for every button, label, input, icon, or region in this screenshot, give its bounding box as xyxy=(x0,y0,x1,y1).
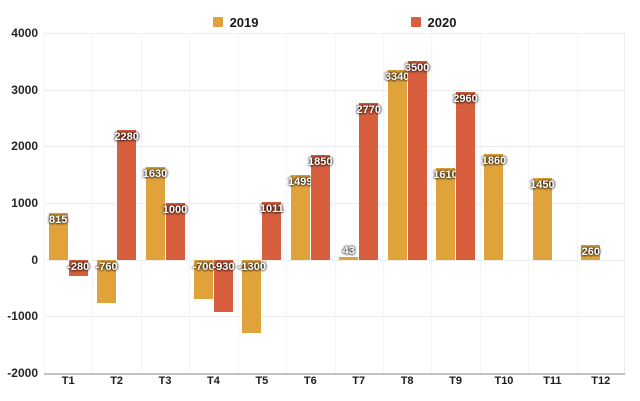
bar-2019-t3[interactable]: 1630 xyxy=(142,167,168,260)
bar-value-label: 1000 xyxy=(162,204,188,216)
bar-value-label: -760 xyxy=(95,260,118,273)
x-tick-label-t5: T5 xyxy=(255,375,269,387)
bar-value-label: 3500 xyxy=(404,62,430,75)
y-tick-label: 2000 xyxy=(11,139,38,154)
x-tick-label-t10: T10 xyxy=(494,375,514,387)
y-tick-label: 4000 xyxy=(11,26,38,40)
y-tick-label: 1000 xyxy=(11,196,38,210)
legend-label-2019: 2019 xyxy=(229,14,259,30)
bar-value-label: 2960 xyxy=(453,92,478,105)
vertical-gridline xyxy=(189,33,191,373)
bar-2019-t8[interactable]: 3340 xyxy=(384,70,410,260)
x-tick-label-t12: T12 xyxy=(591,375,611,387)
legend-swatch-2019-icon xyxy=(212,17,223,27)
bar-2019-t9[interactable]: 1610 xyxy=(433,168,458,260)
bar-2019-t10[interactable]: 1860 xyxy=(481,154,507,260)
x-tick-label-t11: T11 xyxy=(543,375,562,387)
bar-value-label: -1300 xyxy=(237,260,266,273)
legend-swatch-2020-icon xyxy=(410,17,421,27)
x-axis: T1 T2 T3 T4 T5 T6 T7 T8 T9 T10 T11 T12 xyxy=(44,375,625,391)
y-tick-label: -2000 xyxy=(7,366,38,380)
bar-2019-t5[interactable]: -1300 xyxy=(238,259,266,334)
bar-2019-t11[interactable]: 1450 xyxy=(530,177,555,260)
bar-value-label: 1630 xyxy=(142,168,168,181)
legend-label-2020: 2020 xyxy=(427,14,457,30)
vertical-gridline xyxy=(44,33,45,373)
bar-2020-t1[interactable]: -280 xyxy=(67,259,90,276)
bar-2020-t2[interactable]: 2280 xyxy=(114,130,139,260)
bar-value-label: 1850 xyxy=(308,155,333,168)
bar-2020-t4[interactable]: -930 xyxy=(212,259,235,313)
bar-value-label: -280 xyxy=(67,260,90,273)
bar-value-label: 1860 xyxy=(481,155,507,168)
bar-2020-t9[interactable]: 2960 xyxy=(453,91,478,260)
bar-2020-t6[interactable]: 1850 xyxy=(308,154,333,260)
bar-2019-t12[interactable]: 260 xyxy=(581,244,601,260)
bar-2020-t3[interactable]: 1000 xyxy=(162,203,188,260)
y-tick-label: 0 xyxy=(31,252,38,267)
bar-2020-t5[interactable]: 1011 xyxy=(259,202,284,260)
x-tick-label-t1: T1 xyxy=(61,375,75,387)
legend-item-2019[interactable]: 2019 xyxy=(212,14,259,30)
legend: 2019 2020 xyxy=(44,13,625,31)
x-tick-label-t9: T9 xyxy=(449,375,462,387)
bar-value-label: 2280 xyxy=(114,131,139,144)
bar-2019-t7[interactable]: 43 xyxy=(339,245,359,260)
vertical-gridline xyxy=(237,33,239,373)
bar-value-label: 1610 xyxy=(433,169,458,182)
plot-area: 815 -760 1630 -700 -1300 1499 43 3340 1610 1860 14… xyxy=(44,33,625,375)
bar-value-label: 815 xyxy=(49,214,68,227)
bar-value-label: 3340 xyxy=(384,71,410,84)
bar-value-label: 1011 xyxy=(259,203,284,216)
y-tick-label: 3000 xyxy=(11,82,38,97)
bar-value-label: 1499 xyxy=(288,175,313,188)
bar-value-label: -700 xyxy=(192,260,215,273)
vertical-gridline xyxy=(382,33,384,373)
bar-value-label: 43 xyxy=(342,245,355,258)
vertical-gridline xyxy=(624,33,625,373)
vertical-gridline xyxy=(528,33,530,373)
x-tick-label-t3: T3 xyxy=(158,375,172,387)
x-tick-label-t2: T2 xyxy=(110,375,124,387)
x-tick-label-t8: T8 xyxy=(400,375,414,387)
y-axis: 4000 3000 2000 1000 0 -1000 -2000 xyxy=(0,26,38,380)
bar-2019-t6[interactable]: 1499 xyxy=(288,174,313,260)
bar-2019-t4[interactable]: -700 xyxy=(192,259,215,300)
vertical-gridline xyxy=(92,33,94,373)
bar-value-label: 1450 xyxy=(530,178,555,191)
x-tick-label-t6: T6 xyxy=(303,375,317,387)
vertical-gridline xyxy=(431,33,433,373)
bar-value-label: 2770 xyxy=(356,103,381,116)
x-tick-label-t4: T4 xyxy=(207,375,220,387)
vertical-gridline xyxy=(479,33,481,373)
bar-value-label: 260 xyxy=(581,245,600,258)
y-tick-label: -1000 xyxy=(7,309,38,324)
vertical-gridline xyxy=(576,33,578,373)
vertical-gridline xyxy=(140,33,142,373)
bar-2020-t7[interactable]: 2770 xyxy=(356,102,381,260)
bar-2020-t8[interactable]: 3500 xyxy=(404,61,430,260)
legend-item-2020[interactable]: 2020 xyxy=(410,14,457,30)
bar-value-label: -930 xyxy=(212,260,235,273)
vertical-gridline xyxy=(334,33,336,373)
bar-2019-t2[interactable]: -760 xyxy=(95,259,118,303)
x-tick-label-t7: T7 xyxy=(352,375,366,387)
bar-2019-t1[interactable]: 815 xyxy=(48,213,68,260)
vertical-gridline xyxy=(286,33,288,373)
